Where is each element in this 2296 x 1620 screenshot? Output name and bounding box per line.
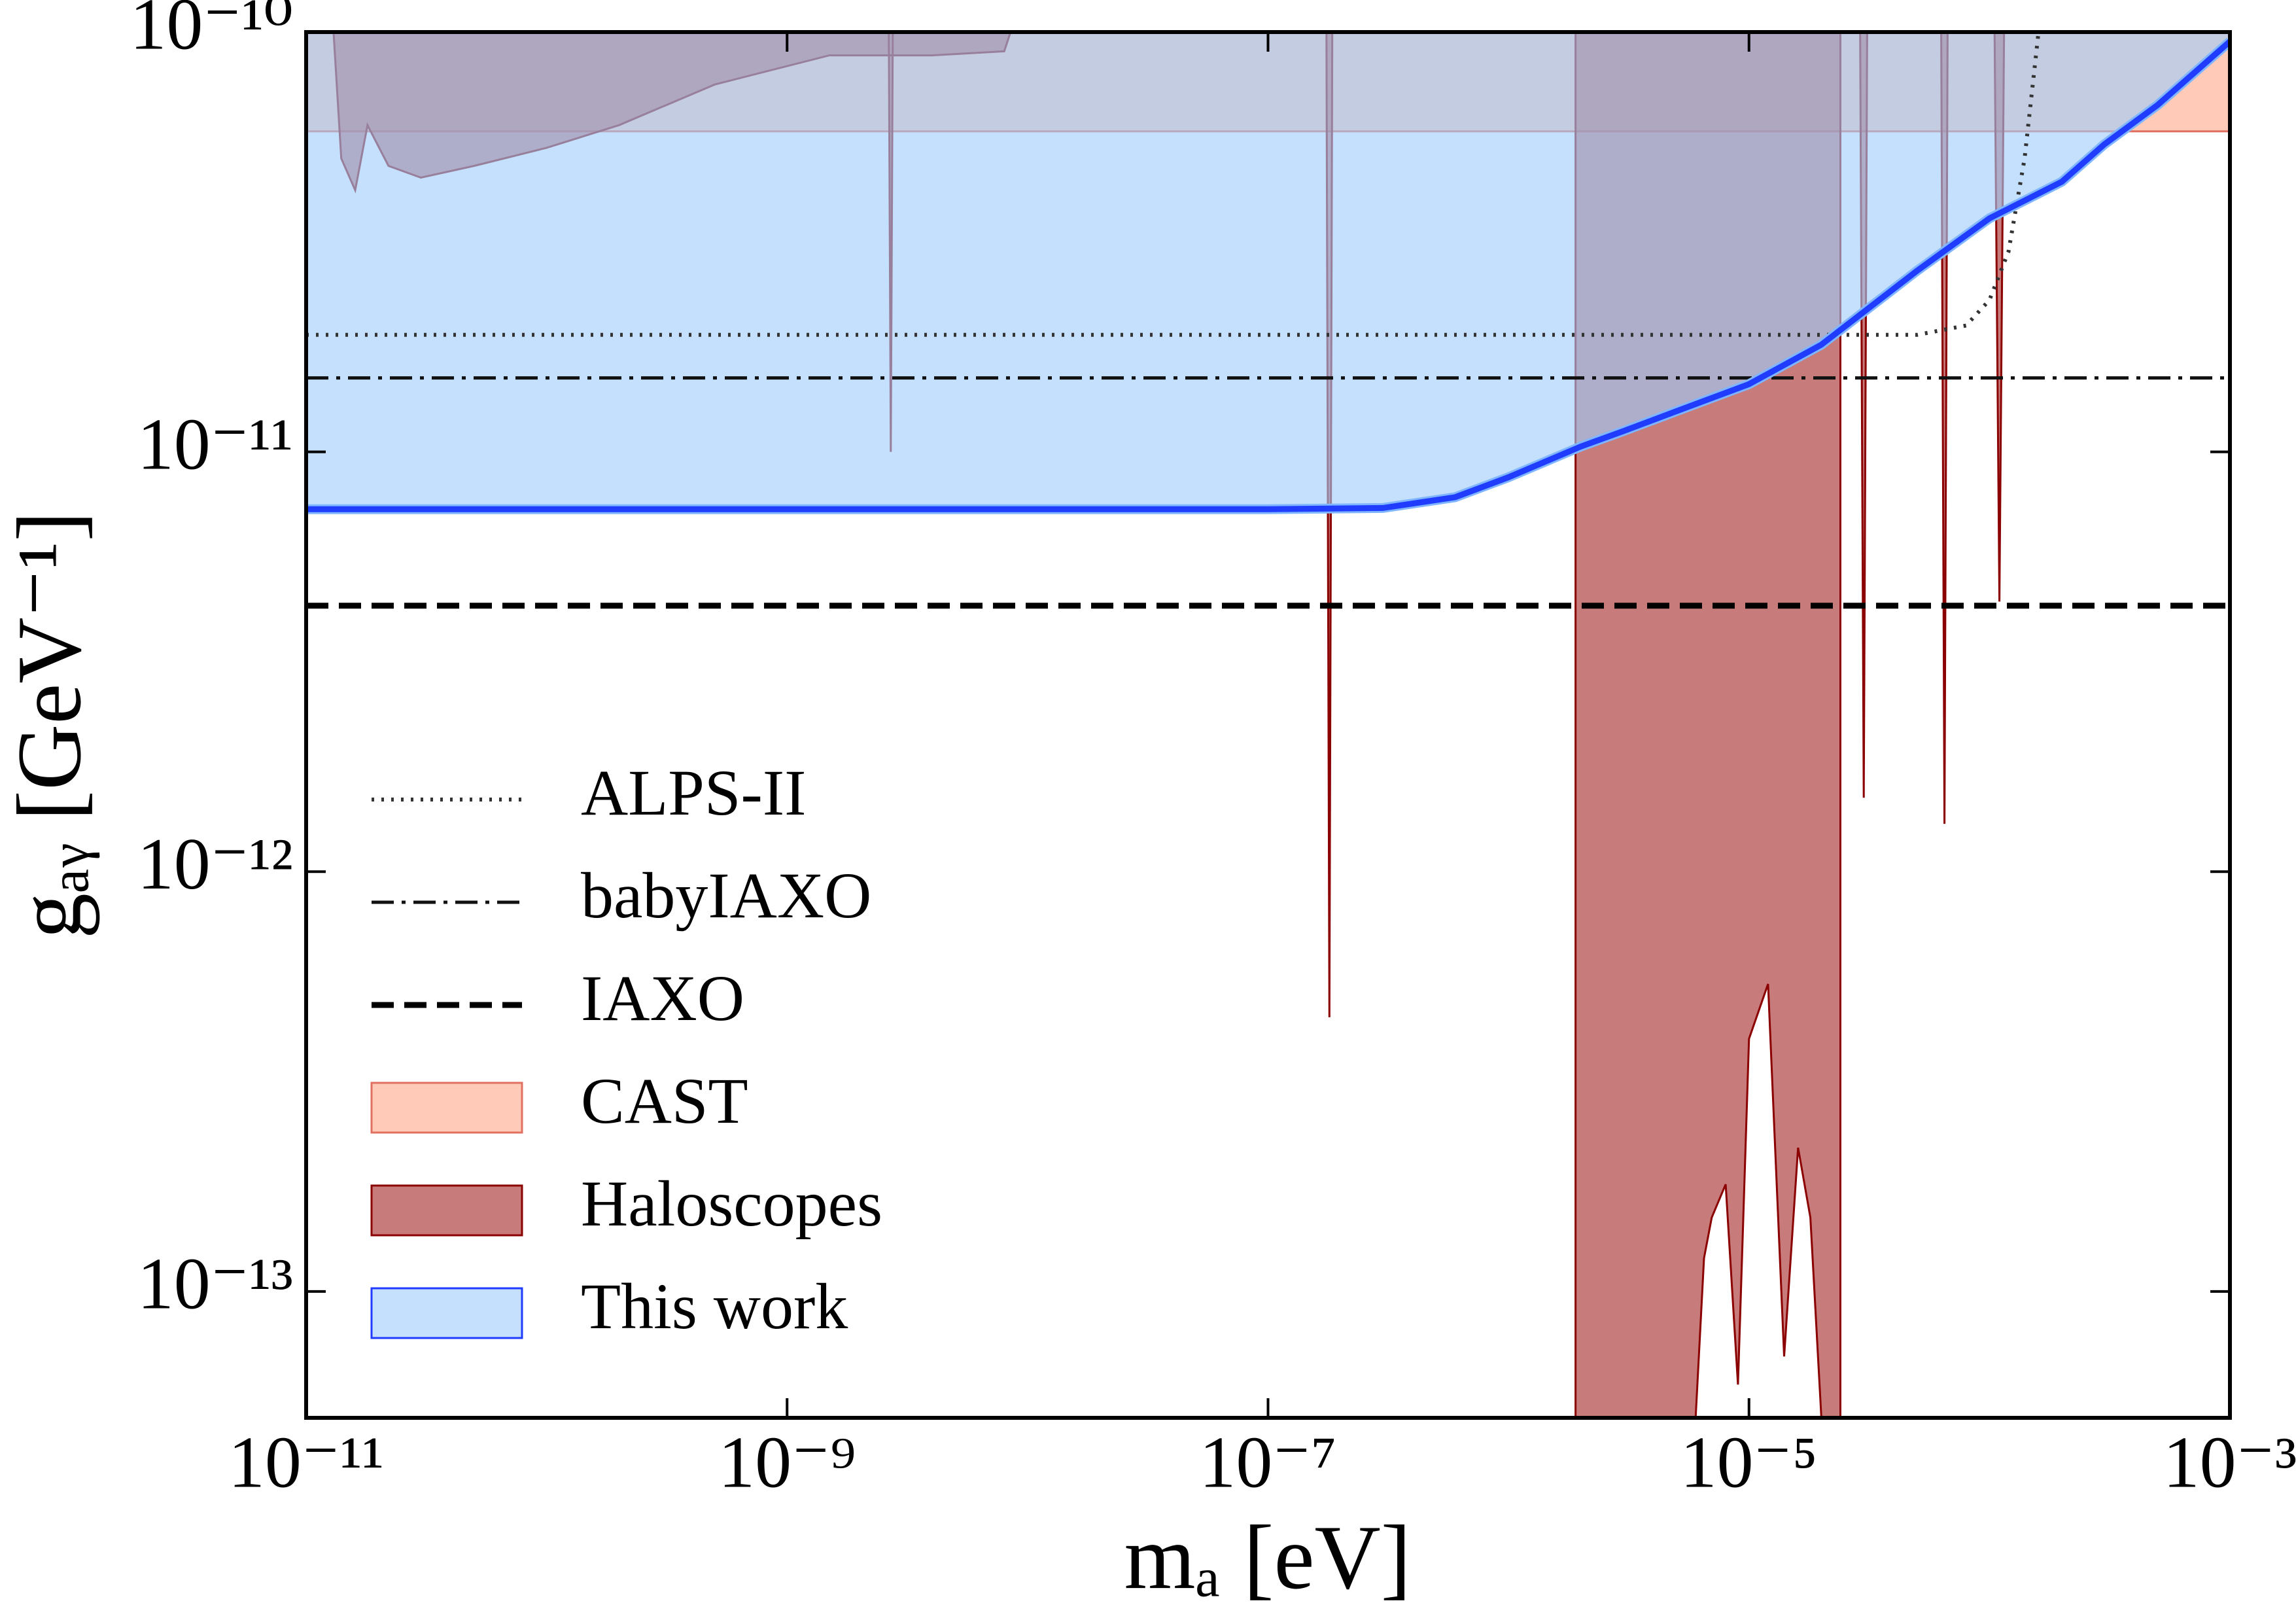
legend-label: ALPS-II	[581, 756, 806, 829]
y-tick-label: 10⁻¹²	[137, 824, 293, 905]
x-tick-label: 10⁻⁵	[1680, 1422, 1818, 1504]
y-tick-label: 10⁻¹³	[137, 1244, 293, 1325]
x-tick-label: 10⁻³	[2163, 1422, 2296, 1504]
legend-label: Haloscopes	[581, 1167, 882, 1240]
legend-swatch	[370, 1082, 523, 1134]
line	[306, 39, 2230, 512]
legend-label: This work	[581, 1270, 848, 1343]
x-tick-label: 10⁻¹¹	[228, 1422, 384, 1504]
legend-swatch	[370, 1184, 523, 1237]
legend-label: IAXO	[581, 962, 744, 1034]
legend-swatch	[370, 1287, 523, 1339]
y-axis-label: gₐᵧ [GeV⁻¹]	[0, 511, 100, 939]
legend-label: babyIAXO	[581, 859, 871, 932]
area-fill	[306, 32, 2230, 510]
x-tick-label: 10⁻⁹	[718, 1422, 856, 1504]
x-tick-label: 10⁻⁷	[1199, 1422, 1336, 1504]
x-axis-label: mₐ [eV]	[1124, 1507, 1412, 1608]
line	[306, 32, 2041, 337]
y-tick-label: 10⁻¹⁰	[130, 0, 293, 65]
plot-area	[306, 32, 2230, 1418]
y-tick-label: 10⁻¹¹	[137, 404, 293, 485]
legend-label: CAST	[581, 1065, 748, 1137]
